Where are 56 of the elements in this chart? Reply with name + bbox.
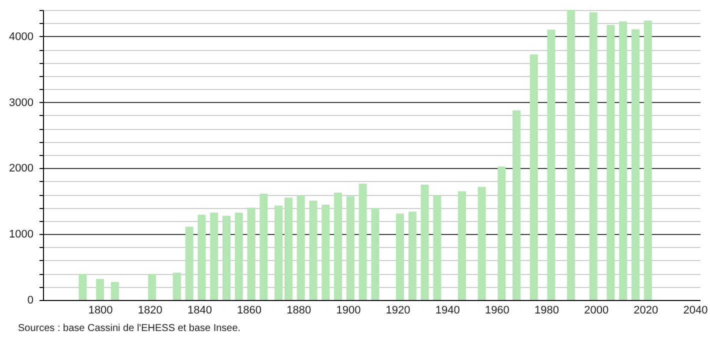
bar: [322, 204, 330, 300]
bar: [274, 206, 283, 300]
bar: [198, 214, 206, 300]
x-tick-label: 1980: [534, 304, 560, 316]
x-tick-label: 1840: [187, 304, 212, 316]
bar: [606, 24, 615, 300]
bar: [247, 208, 256, 300]
bar: [433, 195, 442, 300]
bar: [512, 110, 521, 300]
bar: [396, 214, 404, 300]
y-tick-label: 2000: [9, 162, 34, 175]
x-tick-label: 1940: [435, 304, 460, 316]
bar: [530, 54, 538, 300]
x-tick-label: 1920: [386, 304, 410, 316]
bar: [185, 226, 194, 300]
bar: [96, 278, 104, 300]
x-tick-label: 1820: [138, 304, 162, 316]
x-tick-label: 1880: [286, 304, 312, 316]
x-tick-label: 2020: [634, 304, 658, 316]
bar: [110, 282, 119, 300]
bar: [78, 274, 87, 300]
bar: [371, 208, 380, 300]
bar: [334, 192, 342, 300]
bar: [222, 216, 230, 300]
bar: [296, 195, 305, 300]
x-tick-label: 2040: [683, 304, 708, 316]
bar: [644, 20, 652, 300]
bar: [498, 166, 506, 300]
bar: [346, 196, 354, 300]
source-note: Sources : base Cassini de l'EHESS et base Insee.: [18, 323, 241, 334]
bar: [358, 184, 367, 300]
bar: [408, 212, 416, 300]
x-tick-label: 1800: [88, 304, 113, 316]
y-tick-label: 4000: [9, 30, 34, 43]
bar: [284, 198, 292, 300]
bar: [589, 12, 598, 300]
bar: [234, 212, 243, 300]
y-tick-label: 0: [27, 294, 34, 306]
bar: [309, 200, 318, 300]
x-tick-label: 1860: [237, 304, 262, 316]
bar: [458, 191, 466, 300]
x-tick-label: 1900: [336, 304, 361, 316]
bar: [260, 194, 268, 300]
y-tick-label: 1000: [9, 228, 34, 241]
bar: [619, 21, 628, 300]
bar: [567, 10, 576, 300]
x-tick-label: 2000: [584, 304, 609, 316]
bar: [632, 29, 640, 300]
bar: [478, 186, 486, 300]
bar: [172, 272, 181, 300]
bar: [148, 274, 156, 300]
bar: [547, 30, 556, 300]
y-tick-label: 3000: [9, 96, 34, 109]
x-tick-label: 1960: [484, 304, 510, 316]
bar: [420, 184, 429, 300]
bar: [210, 212, 218, 300]
